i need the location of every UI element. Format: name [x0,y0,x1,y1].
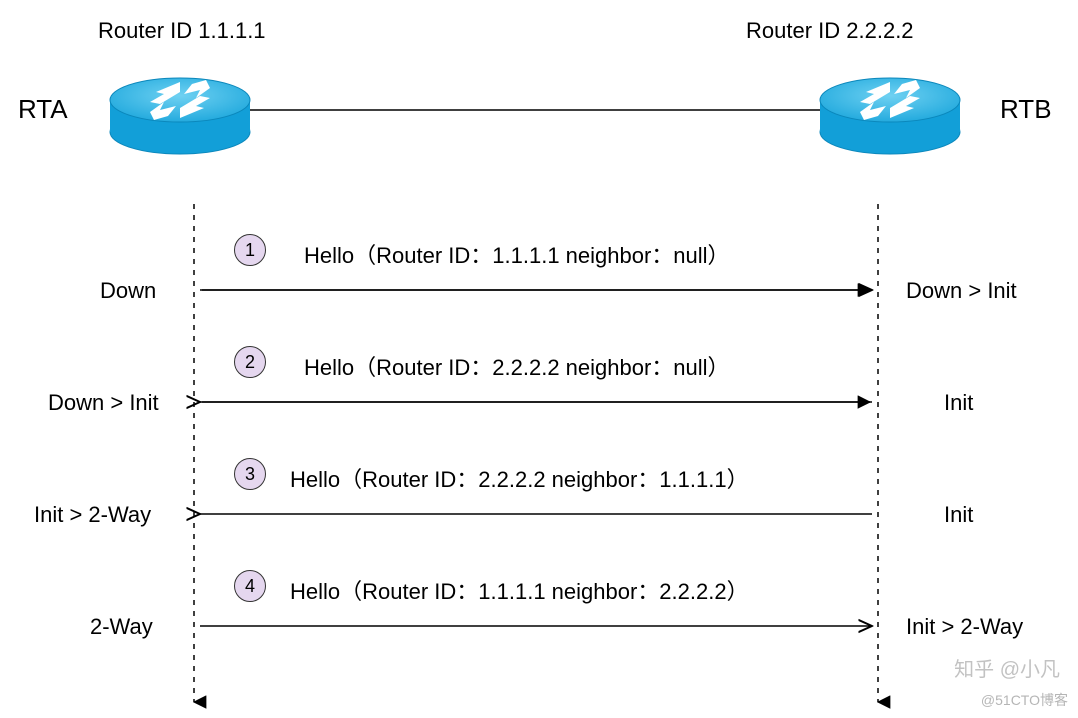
step-2-left-state: Down > Init [48,390,159,416]
step-3-msg: Hello（Router ID：2.2.2.2 neighbor：1.1.1.1… [290,462,749,494]
step-1-num-text: 1 [245,240,255,261]
step-1-right-state: Down > Init [906,278,1017,304]
step-3-right-state: Init [944,502,973,528]
step-2-number: 2 [234,346,266,378]
step-2-right-state: Init [944,390,973,416]
router-b-icon [820,78,960,154]
step-1-msg: Hello（Router ID：1.1.1.1 neighbor：null） [304,238,730,270]
step-3-left-state: Init > 2-Way [34,502,151,528]
step-2-msg: Hello（Router ID：2.2.2.2 neighbor：null） [304,350,730,382]
step-1-left-state: Down [100,278,156,304]
step-4-left-state: 2-Way [90,614,153,640]
watermark-51cto: @51CTO博客 [981,690,1068,710]
step-4-num-text: 4 [245,576,255,597]
diagram-canvas: Router ID 1.1.1.1 Router ID 2.2.2.2 RTA … [0,0,1078,718]
step-3-num-text: 3 [245,464,255,485]
router-a-icon [110,78,250,154]
watermark-zhihu: 知乎 @小凡 [954,653,1060,682]
step-4-number: 4 [234,570,266,602]
step-4-msg: Hello（Router ID：1.1.1.1 neighbor：2.2.2.2… [290,574,749,606]
step-2-num-text: 2 [245,352,255,373]
step-1-number: 1 [234,234,266,266]
step-3-number: 3 [234,458,266,490]
step-4-right-state: Init > 2-Way [906,614,1023,640]
